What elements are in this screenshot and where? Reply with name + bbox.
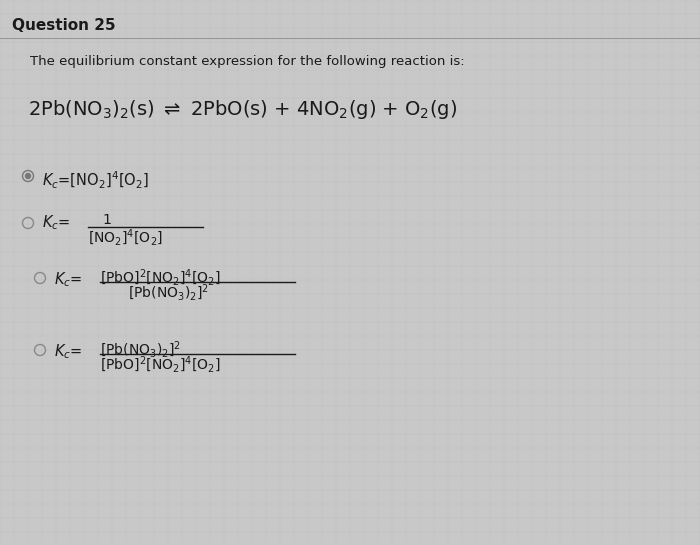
Text: $K_c$=: $K_c$= bbox=[54, 270, 83, 289]
Text: [PbO]$^2$[NO$_2$]$^4$[O$_2$]: [PbO]$^2$[NO$_2$]$^4$[O$_2$] bbox=[100, 268, 220, 288]
Text: $K_c$=: $K_c$= bbox=[42, 213, 70, 232]
Text: [PbO]$^2$[NO$_2$]$^4$[O$_2$]: [PbO]$^2$[NO$_2$]$^4$[O$_2$] bbox=[100, 355, 220, 376]
Circle shape bbox=[25, 173, 31, 179]
Text: Question 25: Question 25 bbox=[12, 18, 116, 33]
Text: [NO$_2$]$^4$[O$_2$]: [NO$_2$]$^4$[O$_2$] bbox=[88, 228, 163, 249]
Text: $\mathregular{2Pb(NO_3)_2(s)}$ $\rightleftharpoons$ $\mathregular{2PbO(s)}$ + $\: $\mathregular{2Pb(NO_3)_2(s)}$ $\rightle… bbox=[28, 98, 457, 121]
Text: [Pb(NO$_3$)$_2$]$^2$: [Pb(NO$_3$)$_2$]$^2$ bbox=[128, 283, 209, 304]
Text: $K_c$=[NO$_2$]$^4$[O$_2$]: $K_c$=[NO$_2$]$^4$[O$_2$] bbox=[42, 170, 149, 191]
Text: $K_c$=: $K_c$= bbox=[54, 342, 83, 361]
Text: The equilibrium constant expression for the following reaction is:: The equilibrium constant expression for … bbox=[30, 55, 465, 68]
Text: [Pb(NO$_3$)$_2$]$^2$: [Pb(NO$_3$)$_2$]$^2$ bbox=[100, 340, 181, 360]
Text: 1: 1 bbox=[102, 213, 111, 227]
